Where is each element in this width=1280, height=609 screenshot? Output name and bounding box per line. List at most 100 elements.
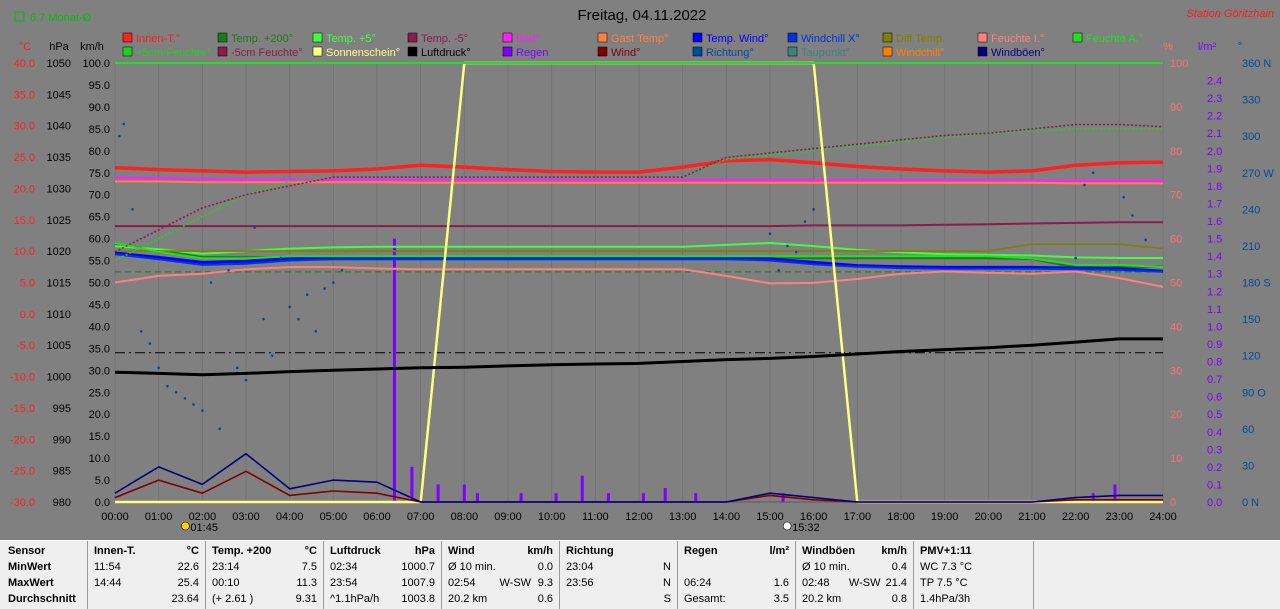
rain-bar: [641, 493, 645, 502]
series-line-windb-en: [114, 452, 1163, 503]
x-axis-tick: 14:00: [713, 511, 741, 523]
legend-label: Richtung°: [706, 47, 754, 59]
stats-cell: 02:54: [448, 577, 476, 589]
stats-column-title: Temp. +200: [212, 545, 272, 557]
kmh-axis-tick: 20.0: [89, 409, 110, 421]
kmh-axis-tick: 5.0: [95, 475, 110, 487]
hpa-axis-tick: 1050: [47, 58, 71, 70]
temp-axis-tick: 20.0: [14, 183, 35, 195]
direction-point: [314, 329, 318, 333]
direction-axis-tick: 300: [1242, 131, 1260, 143]
station-name: Station Göritzhain: [1187, 8, 1274, 20]
series-line-luftdruck: [114, 337, 1163, 377]
stats-column-header: Innen-T. °C: [94, 543, 199, 559]
legend-swatch: [217, 46, 228, 57]
pct-axis-tick: 80: [1170, 146, 1182, 158]
stats-cell: WC 7.3 °C: [920, 561, 973, 573]
legend-swatch: [217, 32, 228, 43]
hpa-axis-tick: 1030: [47, 183, 71, 195]
stats-cell: 20.2 km: [802, 593, 842, 605]
legend-label: Windböen°: [991, 47, 1045, 59]
direction-point: [1122, 195, 1125, 199]
stats-cell: 0.6: [537, 593, 554, 605]
stats-cell: Ø 10 min.: [802, 561, 850, 573]
x-axis-tick: 03:00: [232, 511, 260, 523]
legend-swatch: [407, 32, 418, 43]
pct-axis-tick: 0: [1170, 497, 1176, 509]
rain-bar: [436, 484, 440, 502]
direction-point: [122, 122, 126, 126]
direction-point: [166, 384, 169, 388]
direction-point: [305, 293, 309, 296]
stats-row: 11:54 22.6: [94, 559, 199, 575]
temp-axis-tick: 10.0: [14, 246, 35, 258]
rain-bar: [1091, 493, 1095, 502]
stats-avg-label: Durchschnitt: [8, 593, 76, 605]
legend-swatch: [312, 46, 323, 57]
direction-axis-tick: 0 N: [1242, 497, 1259, 509]
stats-column-unit: km/h: [881, 545, 907, 557]
stats-cell: 9.31: [295, 593, 317, 605]
rain-axis-tick: 0.1: [1207, 479, 1222, 491]
kmh-axis-tick: 45.0: [89, 299, 110, 311]
stats-cell: [566, 591, 664, 607]
rain-bar: [694, 493, 698, 502]
kmh-axis-tick: 70.0: [89, 190, 110, 202]
stats-cell: 1007.9: [401, 577, 435, 589]
rain-axis-tick: 2.1: [1207, 128, 1222, 140]
stats-row: 02:34 1000.7: [330, 559, 435, 575]
hpa-axis-tick: 1005: [47, 340, 71, 352]
legend-label: Temp. +200°: [231, 33, 293, 45]
rain-bar: [475, 493, 479, 502]
stats-cell: 7.5: [301, 561, 317, 573]
stats-cell: 14:44: [94, 577, 122, 589]
stats-column-title: Regen: [684, 545, 718, 557]
stats-row: Ø 10 min. 0.4: [802, 559, 907, 575]
pct-axis-tick: 100: [1170, 58, 1188, 70]
stats-cell: 02:48: [802, 577, 830, 589]
stats-row: S: [566, 591, 671, 607]
stats-cell: 1.4hPa/3h: [920, 593, 971, 605]
stats-cell: [847, 591, 892, 607]
rain-axis-tick: 1.5: [1207, 234, 1222, 246]
stats-cell: 21.4: [885, 577, 908, 589]
hpa-axis-tick: 1020: [47, 246, 71, 258]
kmh-axis-tick: 15.0: [89, 431, 110, 443]
legend-label: Temp. Wind°: [706, 33, 768, 45]
stats-header-label: Sensor: [8, 545, 46, 557]
direction-point: [794, 250, 798, 254]
temp-axis-tick: -25.0: [10, 466, 35, 478]
legend-swatch: [787, 32, 798, 43]
stats-cell: ^1.1hPa/h: [330, 593, 380, 605]
rain-bar: [519, 493, 523, 502]
direction-point: [288, 305, 291, 309]
weather-chart: Freitag, 04.11.2022 Station Göritzhain 6.7…: [10, 7, 1274, 534]
legend-label: Regen: [516, 47, 548, 59]
stats-column-wind: Wind km/h Ø 10 min. 0.0 02:54 W-SW 9.3 20.2 km 0…: [442, 541, 560, 609]
legend-label: Feuchte A.°: [1086, 33, 1143, 45]
series-line-windchill-x: [114, 253, 1164, 273]
stats-row: ^1.1hPa/h 1003.8: [330, 591, 435, 607]
stats-cell: 06:24: [684, 577, 712, 589]
rain-axis-tick: 2.2: [1207, 111, 1222, 123]
kmh-axis-tick: 75.0: [89, 168, 110, 180]
stats-column-header: Wind km/h: [448, 543, 553, 559]
legend-label: -5cm Feuchte°: [231, 47, 303, 59]
x-axis-tick: 15:00: [756, 511, 784, 523]
stats-cell: (+ 2.61 ): [212, 593, 254, 605]
stats-column-header: PMV+1:11: [920, 543, 1027, 559]
stats-cell: Gesamt:: [684, 593, 726, 605]
series-line-feuchte-a: [114, 242, 1164, 269]
stats-column-regen: Regen l/m² 06:24 1.6 Gesamt: 3.5: [678, 541, 796, 609]
stats-cell: 1003.8: [401, 593, 435, 605]
legend-swatch: [122, 46, 133, 57]
pct-axis-tick: 60: [1170, 234, 1182, 246]
hpa-axis-tick: 990: [53, 434, 71, 446]
x-axis-tick: 20:00: [975, 511, 1003, 523]
pct-unit-label: %: [1163, 41, 1173, 53]
series-line--5cm-feuchte: [114, 123, 1164, 253]
stats-cell: 0.0: [537, 561, 553, 573]
legend-label: Windchill°: [896, 47, 944, 59]
stats-row: (+ 2.61 ) 9.31: [212, 591, 317, 607]
direction-point: [262, 317, 265, 321]
